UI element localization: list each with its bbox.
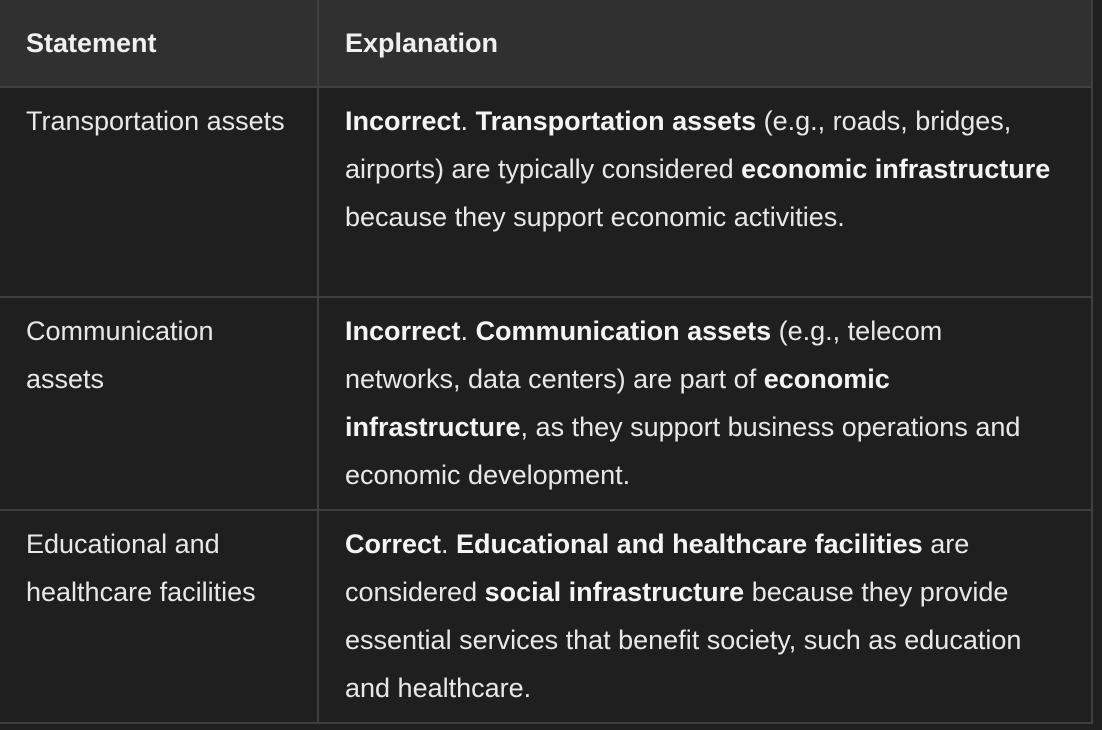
verdict-label: Incorrect — [345, 316, 461, 346]
separator-text: . — [441, 529, 457, 559]
subject-label: Educational and healthcare facilities — [456, 529, 923, 559]
table-header-row: Statement Explanation — [0, 0, 1093, 88]
subject-label: Communication assets — [475, 316, 772, 346]
subject-label: Transportation assets — [475, 106, 757, 136]
explanation-cell: Incorrect. Communication assets (e.g., t… — [317, 296, 1093, 511]
table-row: Transportation assets Incorrect. Transpo… — [0, 86, 1093, 298]
statement-cell: Communication assets — [0, 296, 319, 511]
explanation-text: because they provide essential services … — [345, 577, 1022, 703]
verdict-label: Correct — [345, 529, 442, 559]
category-label: economic infrastructure — [345, 364, 890, 442]
explanation-text: are considered — [345, 529, 970, 607]
category-label: economic infrastructure — [741, 154, 1051, 184]
explanation-cell: Incorrect. Transportation assets (e.g., … — [317, 86, 1093, 298]
explanation-text: (e.g., roads, bridges, airports) are typ… — [345, 106, 1012, 184]
explanation-text: (e.g., telecom networks, data centers) a… — [345, 316, 943, 394]
separator-text: . — [460, 316, 476, 346]
table-row: Educational and healthcare facilities Co… — [0, 509, 1093, 724]
verdict-label: Incorrect — [345, 106, 461, 136]
column-header-explanation: Explanation — [317, 0, 1093, 88]
table-row: Communication assets Incorrect. Communic… — [0, 296, 1093, 511]
statement-cell: Educational and healthcare facilities — [0, 509, 319, 724]
explanation-text: because they support economic activities… — [345, 202, 845, 232]
category-label: social infrastructure — [484, 577, 745, 607]
column-header-statement: Statement — [0, 0, 319, 88]
separator-text: . — [460, 106, 476, 136]
statement-cell: Transportation assets — [0, 86, 319, 298]
explanation-cell: Correct. Educational and healthcare faci… — [317, 509, 1093, 724]
explanation-text: , as they support business operations an… — [345, 412, 1021, 490]
